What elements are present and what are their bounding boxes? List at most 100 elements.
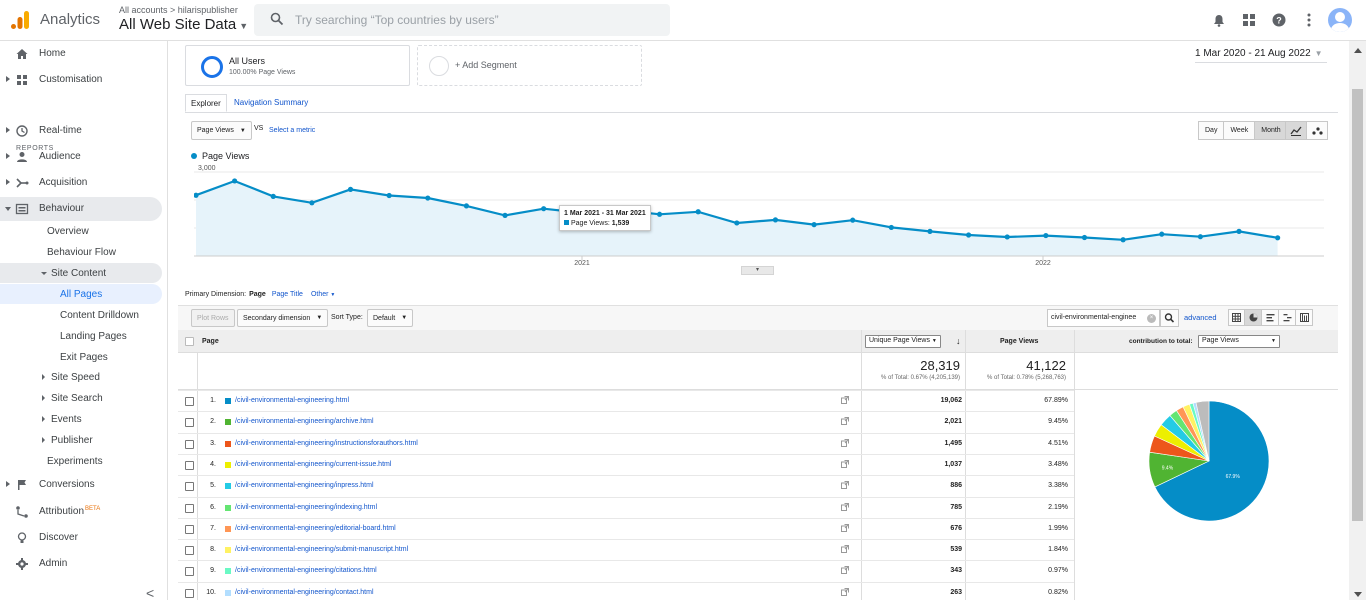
row-checkbox[interactable] [185,567,194,577]
table-row[interactable]: 5. /civil-environmental-engineering/inpre… [178,475,1074,496]
plot-rows-button[interactable]: Plot Rows [191,309,235,327]
search-input[interactable]: Try searching “Top countries by users” [254,4,670,36]
metric-selector[interactable]: Page Views ▼ [191,121,252,140]
sidebar-item-behaviour-flow[interactable]: Behaviour Flow [0,242,166,262]
sidebar-item-site-speed[interactable]: Site Speed [0,367,166,387]
percentage-view-button[interactable] [1245,309,1262,326]
sidebar-item-events[interactable]: Events [0,409,166,429]
row-page-link[interactable]: /civil-environmental-engineering/submit-… [235,546,409,554]
select-metric-link[interactable]: Select a metric [269,127,316,134]
sidebar-item-realtime[interactable]: Real-time [0,119,166,143]
tab-navigation-summary[interactable]: Navigation Summary [234,98,309,107]
scrollbar-thumb[interactable] [1352,89,1363,521]
col-header-page-views[interactable]: Page Views [1000,338,1039,345]
row-checkbox[interactable] [185,524,194,534]
external-link-icon[interactable] [841,545,849,554]
sidebar-item-experiments[interactable]: Experiments [0,451,166,471]
sidebar-item-discover[interactable]: Discover [0,526,166,550]
row-checkbox[interactable] [185,546,194,556]
external-link-icon[interactable] [841,566,849,575]
sidebar-item-exit-pages[interactable]: Exit Pages [0,347,166,367]
analytics-logo-icon[interactable] [10,10,30,30]
view-selector[interactable]: All Web Site Data ▼ [119,16,248,33]
external-link-icon[interactable] [841,481,849,490]
account-breadcrumb[interactable]: All accounts > hilarispublisher [119,5,238,15]
row-checkbox[interactable] [185,482,194,492]
sidebar-item-content-drilldown[interactable]: Content Drilldown [0,305,166,325]
external-link-icon[interactable] [841,417,849,426]
add-segment-button[interactable]: + Add Segment [417,45,642,86]
sidebar-item-attribution[interactable]: AttributionBETA [0,500,166,524]
pivot-view-button[interactable] [1296,309,1313,326]
row-page-link[interactable]: /civil-environmental-engineering.html [235,397,349,404]
week-button[interactable]: Week [1224,121,1256,140]
collapse-sidebar-button[interactable]: < [146,585,155,601]
sidebar-item-landing-pages[interactable]: Landing Pages [0,326,166,346]
table-row[interactable]: 10. /civil-environmental-engineering/cont… [178,581,1074,603]
row-checkbox[interactable] [185,397,194,406]
row-checkbox[interactable] [185,418,194,428]
sidebar-item-conversions[interactable]: Conversions [0,473,166,497]
table-row[interactable]: 1. /civil-environmental-engineering.html 1… [178,390,1074,411]
month-button[interactable]: Month [1255,121,1288,140]
row-page-link[interactable]: /civil-environmental-engineering/indexin… [235,503,378,511]
select-all-checkbox[interactable] [185,337,194,346]
account-avatar[interactable] [1328,8,1352,32]
sidebar-item-overview[interactable]: Overview [0,221,166,241]
sidebar-item-home[interactable]: Home [0,42,166,66]
row-page-link[interactable]: /civil-environmental-engineering/citatio… [235,567,377,575]
more-vert-icon[interactable] [1294,8,1324,32]
row-checkbox[interactable] [185,588,194,598]
row-checkbox[interactable] [185,460,194,470]
line-chart-button[interactable] [1285,121,1307,140]
contribution-metric-dropdown[interactable]: Page Views ▼ [1198,335,1280,348]
external-link-icon[interactable] [841,459,849,468]
row-page-link[interactable]: /civil-environmental-engineering/instruc… [235,439,418,447]
table-search-button[interactable] [1160,309,1179,327]
page-title-link[interactable]: Page Title [271,291,303,298]
chart-resize-handle[interactable]: ▾ [741,266,774,275]
external-link-icon[interactable] [841,396,849,404]
segment-all-users[interactable]: All Users 100.00% Page Views [185,45,410,86]
day-button[interactable]: Day [1198,121,1225,140]
table-row[interactable]: 2. /civil-environmental-engineering/archi… [178,411,1074,432]
external-link-icon[interactable] [841,523,849,532]
other-dimension-link[interactable]: Other ▼ [311,291,335,298]
row-page-link[interactable]: /civil-environmental-engineering/current… [235,460,392,468]
table-row[interactable]: 7. /civil-environmental-engineering/edito… [178,517,1074,539]
help-icon[interactable]: ? [1264,8,1294,32]
sidebar-item-admin[interactable]: Admin [0,552,166,576]
row-page-link[interactable]: /civil-environmental-engineering/contact… [235,588,374,596]
motion-chart-button[interactable] [1307,121,1328,140]
sidebar-item-site-search[interactable]: Site Search [0,388,166,408]
notifications-bell-icon[interactable] [1204,8,1234,32]
table-row[interactable]: 4. /civil-environmental-engineering/curre… [178,453,1074,475]
table-row[interactable]: 3. /civil-environmental-engineering/instr… [178,432,1074,454]
col-header-page[interactable]: Page [202,338,219,345]
sort-type-dropdown[interactable]: Default ▼ [367,309,414,327]
sidebar-item-all-pages[interactable]: All Pages [0,284,162,304]
row-page-link[interactable]: /civil-environmental-engineering/editori… [235,524,396,532]
external-link-icon[interactable] [841,587,849,596]
advanced-filter-link[interactable]: advanced [1184,313,1217,322]
scroll-down-arrow-icon[interactable] [1354,592,1362,597]
sidebar-item-behaviour[interactable]: Behaviour [0,197,162,221]
external-link-icon[interactable] [841,438,849,447]
table-row[interactable]: 9. /civil-environmental-engineering/citat… [178,560,1074,581]
page-scrollbar[interactable] [1349,41,1366,600]
sidebar-item-audience[interactable]: Audience [0,145,166,169]
col-header-unique-page-views[interactable]: Unique Page Views ▼ [865,335,941,348]
apps-grid-icon[interactable] [1234,8,1264,32]
table-row[interactable]: 8. /civil-environmental-engineering/submi… [178,539,1074,560]
secondary-dimension-dropdown[interactable]: Secondary dimension ▼ [237,309,329,327]
scroll-up-arrow-icon[interactable] [1354,48,1362,53]
data-table-view-button[interactable] [1228,309,1245,326]
sort-desc-arrow-icon[interactable]: ↓ [956,336,961,346]
row-page-link[interactable]: /civil-environmental-engineering/archive… [235,418,374,426]
sidebar-item-acquisition[interactable]: Acquisition [0,171,166,195]
table-row[interactable]: 6. /civil-environmental-engineering/index… [178,496,1074,518]
clear-filter-icon[interactable]: × [1147,314,1156,323]
row-checkbox[interactable] [185,503,194,513]
performance-view-button[interactable] [1262,309,1279,326]
